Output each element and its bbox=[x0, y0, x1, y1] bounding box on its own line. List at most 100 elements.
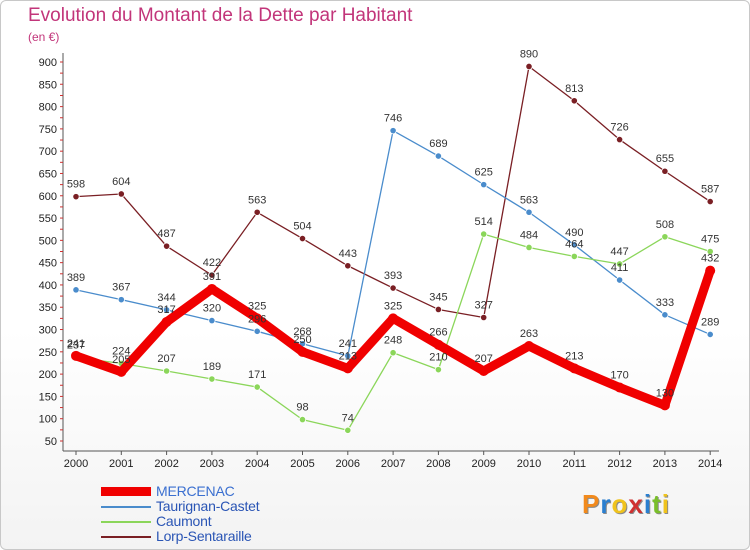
data-point bbox=[388, 313, 399, 324]
brand-logo-letter: r bbox=[600, 489, 612, 519]
data-label: 170 bbox=[610, 369, 628, 381]
data-point bbox=[298, 234, 307, 243]
y-tick-label: 450 bbox=[39, 258, 57, 270]
legend-label: Lorp-Sentaraille bbox=[156, 528, 252, 544]
data-point bbox=[389, 127, 397, 135]
data-label: 598 bbox=[67, 179, 85, 191]
x-tick-label: 2011 bbox=[562, 458, 586, 470]
x-tick-label: 2006 bbox=[336, 458, 360, 470]
data-label: 98 bbox=[296, 402, 308, 414]
data-label: 205 bbox=[112, 354, 130, 366]
chart-subtitle: (en €) bbox=[28, 30, 60, 44]
legend: MERCENAC Taurignan-Castet Caumont Lorp-Sent… bbox=[101, 484, 361, 544]
data-point bbox=[614, 382, 625, 393]
brand-logo-letter: i bbox=[661, 489, 670, 519]
data-label: 213 bbox=[565, 350, 583, 362]
x-tick-label: 2001 bbox=[109, 458, 133, 470]
y-tick-label: 800 bbox=[39, 102, 57, 114]
data-point bbox=[253, 383, 261, 391]
data-point bbox=[525, 62, 533, 71]
data-label: 587 bbox=[701, 184, 719, 196]
brand-logo-letter: P bbox=[582, 489, 601, 519]
data-point bbox=[434, 152, 442, 160]
data-label: 317 bbox=[157, 304, 175, 316]
data-point bbox=[297, 346, 308, 357]
data-point bbox=[163, 242, 171, 250]
x-tick-label: 2000 bbox=[64, 458, 88, 470]
x-tick-label: 2009 bbox=[471, 458, 495, 470]
data-label: 248 bbox=[384, 335, 402, 347]
y-tick-label: 100 bbox=[39, 414, 57, 426]
data-label: 320 bbox=[203, 303, 221, 315]
data-point bbox=[570, 241, 578, 249]
data-label: 391 bbox=[203, 271, 221, 283]
data-label: 130 bbox=[656, 387, 674, 399]
brand-logo: Proxiti bbox=[582, 489, 670, 520]
data-label: 514 bbox=[475, 216, 493, 228]
x-tick-label: 2012 bbox=[607, 458, 631, 470]
data-label: 746 bbox=[384, 113, 402, 125]
data-label: 241 bbox=[67, 338, 85, 350]
data-point bbox=[344, 262, 352, 270]
x-tick-label: 2007 bbox=[381, 458, 405, 470]
data-point bbox=[389, 284, 397, 292]
legend-swatch bbox=[101, 487, 151, 496]
data-label: 268 bbox=[293, 326, 311, 338]
y-tick-label: 500 bbox=[39, 235, 57, 247]
data-point bbox=[208, 317, 216, 325]
y-tick-label: 650 bbox=[39, 168, 57, 180]
x-tick-label: 2014 bbox=[698, 458, 722, 470]
data-label: 213 bbox=[339, 350, 357, 362]
y-tick-label: 150 bbox=[39, 391, 57, 403]
y-tick-label: 750 bbox=[39, 124, 57, 136]
legend-item: Lorp-Sentaraille bbox=[101, 529, 361, 544]
data-label: 224 bbox=[112, 345, 130, 357]
y-tick-label: 350 bbox=[39, 302, 57, 314]
brand-logo-letter: t bbox=[652, 489, 662, 519]
data-label: 432 bbox=[701, 253, 719, 265]
data-point bbox=[253, 208, 261, 216]
legend-swatch bbox=[101, 506, 151, 508]
data-point bbox=[661, 233, 669, 241]
data-label: 563 bbox=[520, 194, 538, 206]
data-point bbox=[659, 400, 670, 411]
data-point bbox=[570, 97, 578, 105]
data-point bbox=[116, 366, 127, 377]
x-tick-label: 2002 bbox=[154, 458, 178, 470]
data-label: 490 bbox=[565, 227, 583, 239]
data-point bbox=[253, 327, 261, 335]
data-point bbox=[344, 352, 352, 360]
data-point bbox=[569, 363, 580, 374]
data-point bbox=[706, 330, 714, 339]
data-point bbox=[342, 363, 353, 374]
data-point bbox=[480, 230, 488, 238]
y-tick-label: 700 bbox=[39, 146, 57, 158]
data-label: 625 bbox=[475, 167, 493, 179]
legend-swatch bbox=[101, 521, 151, 523]
brand-logo-letter: o bbox=[611, 489, 629, 519]
data-label: 333 bbox=[656, 297, 674, 309]
data-point bbox=[480, 313, 488, 322]
data-point bbox=[480, 181, 488, 189]
data-label: 487 bbox=[157, 228, 175, 240]
data-point bbox=[71, 350, 81, 361]
x-tick-label: 2013 bbox=[653, 458, 677, 470]
y-tick-label: 550 bbox=[39, 213, 57, 225]
x-tick-label: 2010 bbox=[517, 458, 541, 470]
data-label: 890 bbox=[520, 48, 538, 60]
data-point bbox=[615, 260, 624, 268]
data-point bbox=[161, 316, 172, 327]
y-tick-label: 50 bbox=[45, 436, 57, 448]
data-label: 325 bbox=[384, 300, 402, 312]
data-point bbox=[525, 208, 533, 216]
y-tick-label: 400 bbox=[39, 280, 57, 292]
data-point bbox=[208, 375, 216, 383]
data-label: 367 bbox=[112, 282, 130, 294]
data-label: 263 bbox=[520, 328, 538, 340]
legend-label: Caumont bbox=[156, 513, 212, 529]
data-label: 189 bbox=[203, 361, 221, 373]
data-point bbox=[298, 415, 307, 424]
data-label: 389 bbox=[67, 272, 85, 284]
data-point bbox=[434, 305, 442, 314]
data-label: 266 bbox=[429, 327, 447, 339]
